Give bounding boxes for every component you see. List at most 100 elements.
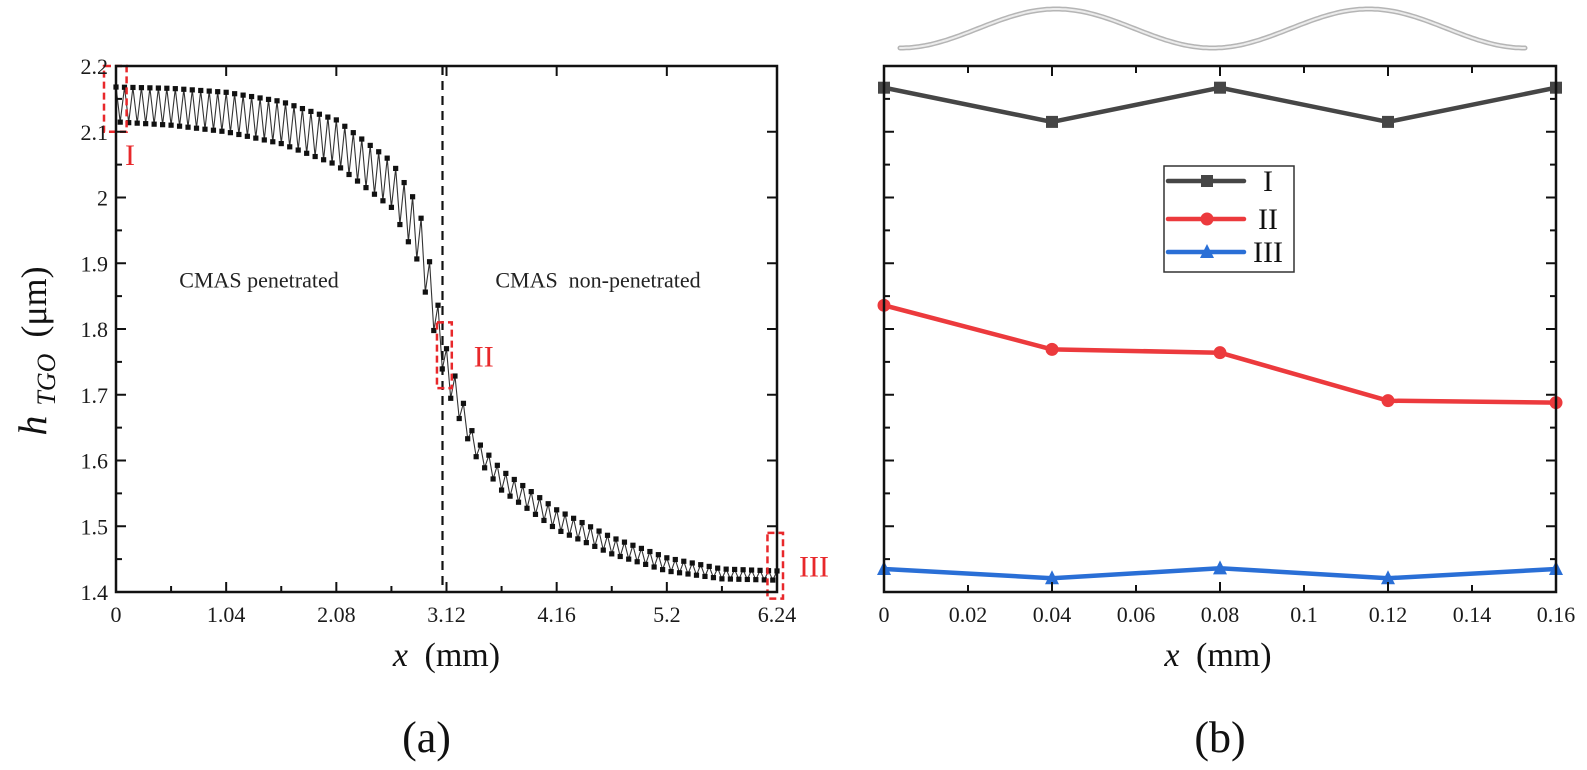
series-iii-marker	[1213, 560, 1227, 575]
panel-b-ticks: 0 0.02 0.04 0.06 0.08 0.1 0.12 0.14 0.16	[879, 65, 1576, 627]
h-tgo-marker	[244, 133, 250, 139]
h-tgo-marker	[261, 137, 267, 143]
h-tgo-marker	[151, 121, 157, 127]
h-tgo-marker	[410, 194, 416, 200]
wavy-interface-schematic	[897, 6, 1528, 51]
panel-a-y-axis-title: h TGO (μm)	[10, 266, 64, 435]
x-tick-label: 6.24	[758, 602, 797, 627]
h-tgo-marker	[198, 87, 204, 94]
h-tgo-marker	[452, 373, 458, 379]
h-tgo-marker	[545, 501, 551, 507]
h-tgo-marker	[647, 548, 653, 555]
h-tgo-marker	[240, 92, 246, 98]
y-tick-label: 1.6	[81, 449, 109, 474]
h-tgo-marker	[490, 476, 496, 482]
region-box-iii	[766, 531, 785, 600]
panel-a-plot-area	[113, 84, 780, 583]
h-tgo-marker	[668, 568, 674, 575]
h-tgo-marker	[414, 256, 420, 262]
h-tgo-marker	[185, 124, 191, 130]
h-tgo-marker	[130, 84, 136, 91]
h-tgo-marker	[354, 178, 361, 184]
panel-b-plot-area	[877, 81, 1563, 585]
h-tgo-marker	[613, 536, 619, 542]
h-tgo-marker	[371, 191, 378, 197]
h-tgo-marker	[710, 575, 717, 581]
h-tgo-marker	[223, 89, 229, 95]
h-tgo-marker	[702, 573, 708, 580]
h-tgo-marker	[706, 563, 712, 570]
h-tgo-marker	[257, 95, 263, 101]
annotation-cmas-penetrated: CMAS penetrated	[179, 268, 338, 293]
h-tgo-marker	[626, 556, 632, 562]
h-tgo-marker	[541, 517, 547, 524]
x-axis-unit: (mm)	[1196, 637, 1272, 674]
x-tick-label: 2.08	[317, 602, 356, 627]
legend-label-ii: II	[1258, 203, 1278, 236]
x-tick-label: 0.12	[1369, 602, 1408, 627]
wavy-interface-schematic-highlight	[899, 8, 1526, 49]
h-tgo-marker	[689, 560, 695, 566]
legend-label-iii: III	[1253, 236, 1283, 269]
panel-a-label: (a)	[402, 713, 451, 762]
h-tgo-marker	[732, 566, 738, 573]
x-tick-label: 0.06	[1117, 602, 1156, 627]
h-tgo-marker	[397, 221, 403, 228]
h-tgo-marker	[121, 84, 128, 90]
series-i-marker	[1214, 81, 1226, 94]
h-tgo-marker	[621, 539, 628, 545]
panel-a-x-axis-title: x (mm)	[392, 637, 500, 674]
h-tgo-marker	[592, 543, 598, 549]
h-tgo-marker	[206, 88, 212, 94]
h-tgo-marker	[265, 96, 272, 102]
x-axis-variable: x	[1163, 637, 1179, 674]
x-tick-label: 3.12	[427, 602, 466, 627]
h-tgo-marker	[698, 562, 704, 568]
h-tgo-marker	[422, 289, 428, 295]
h-tgo-marker	[532, 511, 539, 517]
h-tgo-marker	[401, 179, 407, 186]
h-tgo-marker	[596, 528, 602, 534]
h-tgo-marker	[363, 185, 369, 191]
h-tgo-marker	[507, 493, 513, 499]
legend-label-i: I	[1263, 165, 1273, 198]
x-tick-label: 0.16	[1537, 602, 1576, 627]
h-tgo-marker	[571, 515, 577, 521]
h-tgo-marker	[681, 558, 687, 564]
h-tgo-marker	[346, 171, 352, 178]
h-tgo-series-line	[115, 86, 778, 582]
h-tgo-marker	[664, 555, 670, 561]
h-tgo-marker	[359, 136, 365, 142]
h-tgo-marker	[736, 576, 742, 582]
region-label-i: I	[125, 139, 135, 172]
h-tgo-marker	[498, 487, 505, 493]
y-tick-label: 2.2	[81, 54, 109, 79]
h-tgo-marker	[443, 346, 450, 352]
h-tgo-marker	[325, 114, 331, 120]
h-tgo-marker	[350, 130, 356, 136]
h-tgo-marker	[270, 139, 276, 145]
h-tgo-marker	[757, 567, 763, 573]
h-tgo-marker	[274, 98, 280, 104]
h-tgo-marker	[282, 100, 289, 106]
h-tgo-marker	[727, 576, 733, 582]
h-tgo-marker	[431, 327, 437, 334]
series-i-marker	[1382, 115, 1394, 128]
x-tick-label: 0.02	[949, 602, 988, 627]
y-tick-label: 2	[97, 186, 108, 211]
h-tgo-marker	[172, 86, 178, 92]
h-tgo-marker	[304, 150, 310, 156]
h-tgo-marker	[609, 551, 615, 557]
h-tgo-marker	[740, 567, 746, 573]
legend-marker-i	[1201, 175, 1213, 187]
series-iii-marker	[1381, 570, 1395, 585]
h-tgo-marker	[155, 85, 161, 91]
h-tgo-marker	[659, 567, 666, 573]
h-tgo-marker	[210, 127, 217, 133]
panel-b-label: (b)	[1194, 713, 1245, 762]
y-tick-label: 1.5	[81, 514, 109, 539]
x-tick-label: 0	[111, 602, 122, 627]
h-tgo-marker	[748, 567, 755, 573]
series-ii-marker	[1381, 394, 1395, 408]
h-tgo-marker	[164, 85, 170, 91]
